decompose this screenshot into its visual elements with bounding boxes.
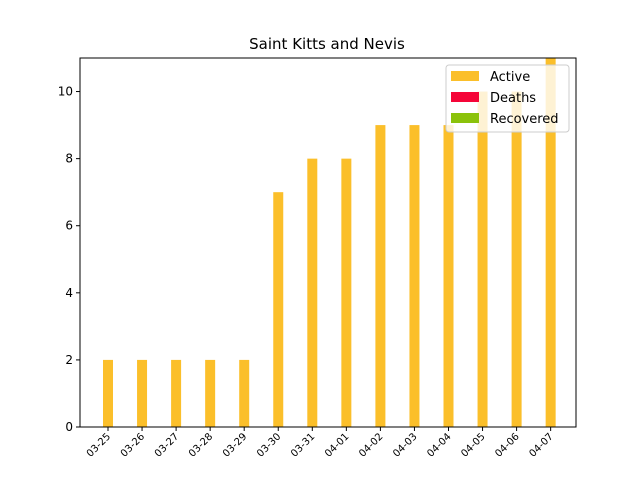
y-tick-label: 4: [65, 286, 73, 300]
y-tick-label: 10: [58, 85, 73, 99]
bars: [103, 58, 556, 428]
x-tick-label: 03-29: [221, 431, 249, 459]
bar-active-03-25: [103, 359, 113, 427]
x-tick-label: 04-01: [323, 431, 351, 459]
bar-active-04-04: [443, 125, 454, 427]
chart-title: Saint Kitts and Nevis: [249, 35, 405, 53]
x-tick-label: 04-03: [391, 431, 419, 459]
bar-active-03-29: [239, 359, 250, 427]
y-axis: 0 2 4 6 8 10: [58, 85, 80, 434]
bar-active-04-02: [375, 125, 386, 427]
legend-label-recovered: Recovered: [490, 112, 559, 127]
legend-swatch-deaths: [451, 92, 479, 102]
x-tick-label: 04-05: [459, 431, 487, 459]
bar-active-03-31: [307, 158, 318, 428]
x-tick-label: 04-07: [527, 431, 555, 459]
bar-active-03-27: [171, 359, 182, 427]
x-tick-label: 04-06: [493, 431, 521, 459]
bar-active-04-03: [409, 125, 420, 427]
bar-active-04-07: [545, 58, 556, 427]
bar-active-03-28: [205, 359, 216, 427]
legend-label-deaths: Deaths: [490, 91, 536, 106]
x-tick-label: 04-02: [357, 431, 385, 459]
x-tick-label: 03-25: [85, 431, 113, 459]
legend-label-active: Active: [490, 70, 530, 85]
legend: Active Deaths Recovered: [445, 64, 570, 133]
y-tick-label: 2: [65, 353, 73, 367]
y-tick-label: 8: [65, 152, 73, 166]
legend-swatch-active: [451, 71, 479, 81]
x-axis: 03-25 03-26 03-27 03-28 03-29 03-30 03-31 04-01…: [85, 427, 556, 460]
bar-active-04-05: [477, 91, 488, 427]
x-tick-label: 03-28: [187, 431, 215, 459]
bar-active-04-01: [341, 158, 352, 428]
x-tick-label: 03-30: [255, 431, 283, 459]
x-tick-label: 03-27: [153, 431, 181, 459]
bar-active-03-30: [273, 192, 284, 427]
x-tick-label: 04-04: [425, 431, 453, 459]
x-tick-label: 03-31: [289, 431, 317, 459]
y-tick-label: 0: [65, 420, 73, 434]
bar-active-03-26: [137, 359, 148, 427]
bar-active-04-06: [511, 91, 522, 427]
plot-frame: [79, 57, 577, 428]
y-tick-label: 6: [65, 219, 73, 233]
legend-swatch-recovered: [451, 113, 479, 123]
x-tick-label: 03-26: [119, 431, 147, 459]
